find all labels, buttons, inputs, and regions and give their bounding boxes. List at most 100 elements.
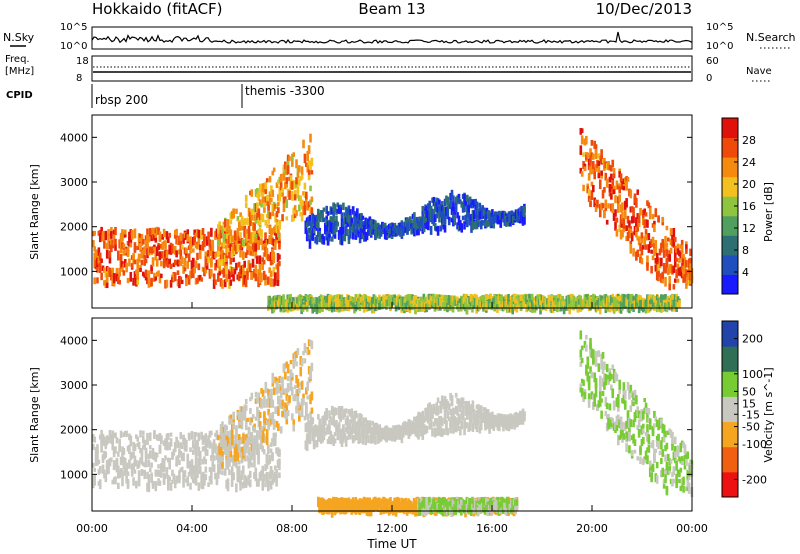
echo-cell	[183, 232, 187, 238]
echo-cell	[484, 407, 487, 417]
echo-cell	[435, 302, 438, 310]
echo-cell	[210, 455, 213, 461]
echo-cell	[279, 386, 283, 391]
echo-cell	[600, 170, 603, 176]
echo-cell	[654, 297, 658, 306]
echo-cell	[470, 213, 473, 221]
echo-cell	[274, 376, 277, 384]
echo-cell	[178, 235, 181, 246]
echo-cell	[223, 219, 227, 228]
echo-cell	[569, 295, 573, 302]
echo-cell	[522, 295, 526, 300]
echo-cell	[461, 215, 465, 221]
echo-cell	[333, 303, 337, 312]
echo-cell	[424, 425, 427, 434]
echo-cell	[303, 153, 307, 164]
echo-cell	[437, 303, 441, 310]
echo-cell	[587, 295, 591, 306]
echo-cell	[433, 418, 437, 424]
echo-cell	[305, 295, 309, 300]
colorbar-swatch	[722, 118, 738, 139]
echo-cell	[257, 208, 261, 219]
echo-cell	[470, 414, 473, 424]
echo-cell	[201, 266, 205, 272]
echo-cell	[276, 459, 280, 464]
echo-cell	[319, 237, 323, 243]
echo-cell	[306, 202, 310, 211]
echo-cell	[296, 190, 300, 199]
echo-cell	[399, 222, 402, 230]
echo-cell	[342, 414, 345, 420]
echo-cell	[578, 299, 581, 305]
echo-cell	[232, 422, 235, 430]
echo-cell	[263, 203, 266, 213]
echo-cell	[121, 469, 124, 477]
echo-cell	[430, 296, 434, 301]
echo-cell	[143, 259, 146, 266]
echo-cell	[294, 296, 298, 305]
echo-cell	[360, 423, 363, 434]
echo-cell	[439, 402, 443, 408]
cpid-mode-rbsp: rbsp 200	[95, 93, 148, 107]
echo-cell	[486, 302, 490, 310]
echo-cell	[264, 274, 267, 281]
echo-cell	[354, 414, 358, 419]
echo-cell	[683, 274, 687, 283]
echo-cell	[214, 263, 217, 271]
echo-cell	[309, 160, 312, 171]
echo-cell	[223, 430, 227, 438]
echo-cell	[323, 299, 327, 307]
echo-cell	[261, 478, 265, 485]
echo-cell	[281, 410, 284, 417]
echo-cell	[597, 160, 601, 167]
echo-cell	[268, 267, 271, 273]
echo-cell	[371, 433, 374, 442]
echo-cell	[448, 299, 452, 307]
echo-cell	[607, 161, 610, 171]
echo-cell	[132, 462, 135, 468]
echo-cell	[314, 302, 317, 309]
echo-cell	[467, 211, 471, 220]
echo-cell	[351, 297, 355, 303]
echo-cell	[489, 413, 493, 423]
echo-cell	[376, 434, 380, 444]
echo-cell	[183, 267, 187, 272]
echo-cell	[298, 204, 301, 212]
echo-cell	[219, 444, 223, 453]
echo-cell	[263, 395, 266, 406]
echo-cell	[650, 304, 653, 309]
echo-cell	[249, 238, 252, 245]
echo-cell	[445, 207, 448, 215]
echo-cell	[273, 301, 277, 310]
echo-cell	[351, 428, 355, 434]
echo-cell	[410, 294, 413, 302]
echo-cell	[262, 259, 266, 265]
echo-cell	[587, 165, 591, 171]
freq-panel: Freq. [MHz] 18 8 60 0 Nave	[5, 54, 772, 84]
echo-cell	[376, 297, 380, 305]
echo-cell	[351, 232, 355, 240]
freq-label: Freq.	[5, 54, 30, 65]
echo-cell	[118, 267, 121, 277]
echo-cell	[312, 215, 316, 222]
echo-cell	[180, 244, 184, 250]
echo-cell	[307, 432, 310, 439]
echo-cell	[307, 339, 311, 347]
echo-cell	[648, 294, 652, 303]
echo-cell	[687, 273, 691, 282]
echo-cell	[445, 426, 448, 435]
echo-cell	[309, 185, 312, 192]
echo-cell	[228, 252, 231, 259]
echo-cell	[114, 244, 117, 251]
echo-cell	[264, 417, 268, 425]
echo-cell	[662, 249, 666, 258]
echo-cell	[505, 216, 508, 224]
echo-cell	[447, 403, 451, 411]
echo-cell	[632, 231, 635, 236]
echo-cell	[258, 183, 262, 193]
echo-cell	[317, 431, 320, 439]
echo-cell	[488, 210, 491, 221]
echo-cell	[310, 340, 314, 350]
echo-cell	[639, 243, 642, 252]
echo-cell	[270, 388, 273, 398]
